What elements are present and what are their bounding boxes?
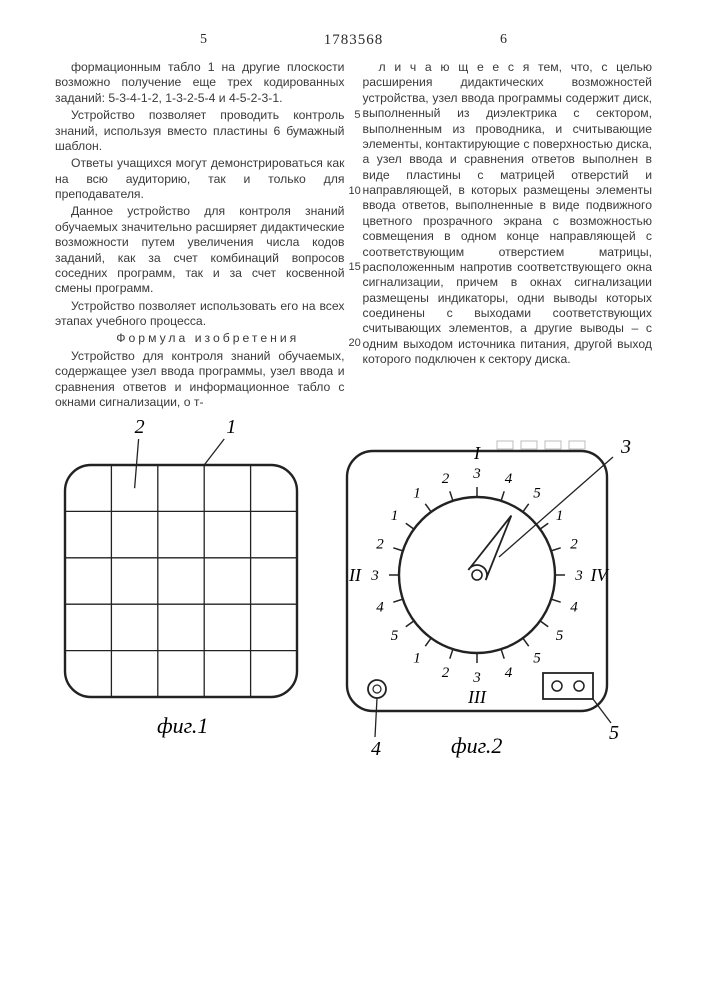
svg-text:III: III [467, 687, 487, 707]
svg-text:5: 5 [533, 651, 541, 667]
right-column: 5 10 15 20 л и ч а ю щ е е с я тем, что,… [363, 60, 653, 412]
left-column: формационным табло 1 на другие плоскости… [55, 60, 345, 412]
para: формационным табло 1 на другие плоскости… [55, 60, 345, 106]
column-number-right: 6 [500, 32, 507, 48]
line-number: 15 [349, 261, 361, 273]
svg-text:3: 3 [574, 568, 583, 584]
para: Ответы учащихся могут демонстрироваться … [55, 156, 345, 202]
line-number: 20 [349, 337, 361, 349]
svg-text:IV: IV [590, 565, 610, 585]
svg-text:4: 4 [505, 471, 513, 487]
svg-text:5: 5 [556, 628, 564, 644]
figures-area: 21фиг.112345I12345II12345III12345IV345фи… [55, 405, 655, 775]
svg-text:1: 1 [391, 508, 399, 524]
svg-text:5: 5 [391, 628, 399, 644]
para: л и ч а ю щ е е с я тем, что, с целью ра… [363, 60, 653, 368]
svg-text:II: II [348, 565, 362, 585]
svg-text:3: 3 [370, 568, 379, 584]
svg-text:5: 5 [609, 722, 619, 744]
svg-text:4: 4 [371, 738, 381, 760]
svg-text:4: 4 [505, 665, 513, 681]
para: Устройство позволяет проводить контроль … [55, 108, 345, 154]
svg-text:4: 4 [376, 600, 384, 616]
svg-text:1: 1 [226, 416, 236, 438]
svg-text:2: 2 [570, 536, 578, 552]
para: Устройство для контроля знаний обучаемых… [55, 349, 345, 411]
svg-text:1: 1 [413, 485, 421, 501]
svg-text:1: 1 [556, 508, 564, 524]
svg-text:1: 1 [413, 651, 421, 667]
patent-number: 1783568 [324, 32, 384, 49]
text-columns: формационным табло 1 на другие плоскости… [55, 60, 652, 412]
svg-text:3: 3 [472, 466, 481, 482]
svg-text:2: 2 [135, 416, 145, 438]
column-number-left: 5 [200, 32, 207, 48]
svg-text:2: 2 [442, 471, 450, 487]
para: Устройство позволяет использовать его на… [55, 299, 345, 330]
line-number: 10 [349, 185, 361, 197]
svg-text:фиг.1: фиг.1 [157, 713, 208, 738]
svg-text:2: 2 [442, 665, 450, 681]
svg-text:5: 5 [533, 485, 541, 501]
svg-text:4: 4 [570, 600, 578, 616]
formula-heading: Формула изобретения [55, 331, 345, 346]
line-number: 5 [354, 109, 360, 121]
svg-text:фиг.2: фиг.2 [451, 733, 502, 758]
para: Данное устройство для контроля знаний об… [55, 204, 345, 296]
svg-text:I: I [473, 443, 481, 463]
svg-text:2: 2 [376, 536, 384, 552]
line-number-gutter: 5 10 15 20 [349, 60, 361, 350]
svg-text:3: 3 [472, 670, 481, 686]
figures-svg: 21фиг.112345I12345II12345III12345IV345фи… [55, 405, 655, 775]
svg-text:3: 3 [620, 436, 631, 458]
